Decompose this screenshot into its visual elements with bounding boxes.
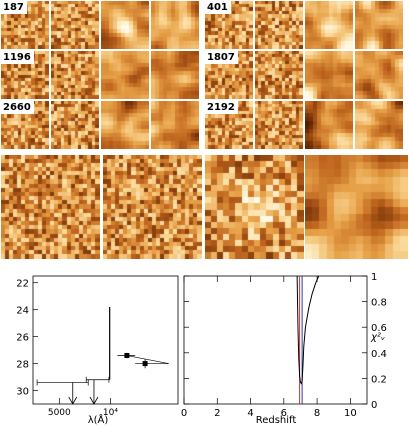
chi2-tick-label: 0 [371, 400, 377, 411]
stamp-tile [151, 1, 199, 49]
sed-connector [126, 355, 169, 364]
stamp-tile [51, 101, 99, 149]
stamp-tile: 401 [205, 1, 253, 49]
stamp-tile [51, 51, 99, 99]
stamp-tile [255, 51, 303, 99]
sed-ytick-label: 30 [16, 387, 29, 398]
sed-ytick-label: 28 [16, 360, 29, 371]
object-id-label: 2660 [1, 101, 34, 114]
large-stamp [1, 155, 100, 259]
detection-point [142, 361, 148, 367]
chi2-curve [296, 275, 320, 385]
stamp-tile [101, 51, 149, 99]
upper-limit-arrowhead [89, 396, 99, 405]
sed-ytick-label: 26 [16, 333, 29, 344]
large-stamp [305, 155, 408, 259]
upper-limit-arrowhead [68, 396, 78, 405]
object-id-label: 401 [205, 1, 231, 14]
sed-plot: 22 24 26 28 30 5000 10⁴ λ(Å) [16, 275, 179, 426]
object-id-label: 1807 [205, 51, 238, 64]
stamp-tile [151, 101, 199, 149]
stamp-tile [305, 101, 353, 149]
chi2-tick-label: 1 [371, 272, 377, 283]
redshift-xtick-label: 10 [344, 408, 357, 419]
redshift-xtick-label: 2 [214, 408, 220, 419]
sed-ytick-label: 22 [16, 279, 29, 290]
chi2-tick-label: 0.8 [371, 298, 387, 309]
stamp-tile [305, 1, 353, 49]
stamp-tile [355, 101, 403, 149]
sed-xtick-label: 5000 [48, 408, 71, 418]
sed-ytick-label: 24 [16, 306, 29, 317]
stamp-tile [101, 1, 149, 49]
object-id-label: 1196 [1, 51, 34, 64]
redshift-xtick-label: 4 [247, 408, 253, 419]
chi2-tick-label: 0.2 [371, 374, 387, 385]
redshift-xlabel: Redshift [256, 415, 297, 426]
stamp-tile [355, 51, 403, 99]
stamp-tile: 2192 [205, 101, 253, 149]
stamp-tile [51, 1, 99, 49]
object-id-label: 2192 [205, 101, 238, 114]
large-stamp [205, 155, 304, 259]
sed-xlabel: λ(Å) [88, 413, 109, 426]
chi2-tick-label: 0.6 [371, 323, 387, 334]
detection-point [124, 352, 130, 358]
redshift-xtick-label: 8 [314, 408, 320, 419]
stamp-tile [151, 51, 199, 99]
stamp-tile: 2660 [1, 101, 49, 149]
stamp-tile [255, 1, 303, 49]
chi2-axis-label: χ²ᵥ [370, 332, 385, 343]
stamp-tile: 1196 [1, 51, 49, 99]
large-stamp [103, 155, 202, 259]
stamp-tile [305, 51, 353, 99]
sed-frame [32, 275, 179, 405]
stamp-tile [255, 101, 303, 149]
sed-xtick-label: 10⁴ [103, 408, 118, 418]
stamp-tile: 1807 [205, 51, 253, 99]
redshift-frame [183, 275, 368, 405]
chi2-tick-label: 0.4 [371, 349, 387, 360]
stamp-tile [101, 101, 149, 149]
redshift-plot: 0 2 4 6 8 10 1 0.8 0.6 0.4 0.2 0 Redshift χ²ᵥ [181, 272, 387, 426]
redshift-xtick-label: 6 [281, 408, 287, 419]
redshift-xtick-label: 0 [181, 408, 187, 419]
stamp-tile [355, 1, 403, 49]
stamp-tile: 187 [1, 1, 49, 49]
object-id-label: 187 [1, 1, 27, 14]
